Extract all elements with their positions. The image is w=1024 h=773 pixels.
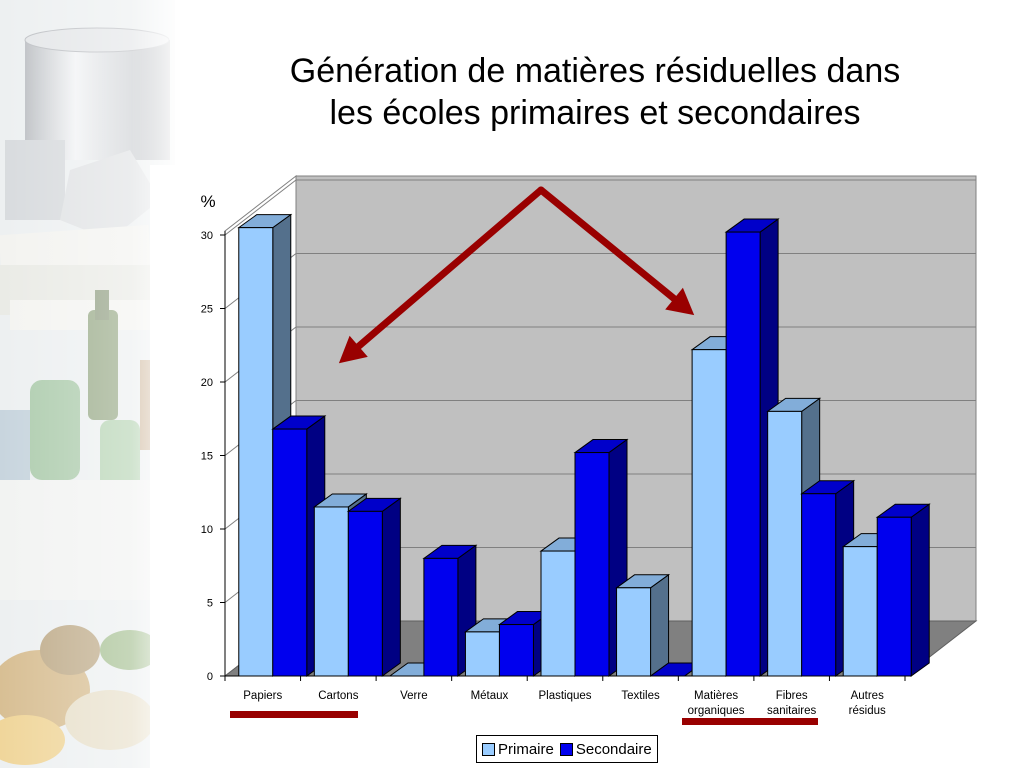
bar-primaire-8	[842, 546, 878, 677]
x-category-label: Verre	[400, 690, 428, 702]
x-category-label: Plastiques	[538, 690, 591, 702]
gridline-side	[224, 179, 297, 236]
bar-secondaire-0	[272, 428, 308, 677]
bar-secondaire-2	[423, 557, 459, 677]
y-tick-label: 5	[207, 598, 213, 610]
bar-primaire-7	[767, 410, 803, 677]
x-category-label: Cartons	[318, 690, 359, 702]
legend-item-primaire: Primaire	[482, 741, 554, 758]
bar-secondaire-8	[876, 516, 912, 677]
legend-swatch-secondaire	[559, 742, 573, 756]
x-category-label: Papiers	[243, 690, 282, 702]
x-category-label: Métaux	[471, 690, 509, 702]
side-decorative-collage	[0, 0, 175, 768]
y-tick-label: 0	[207, 671, 213, 683]
bar-primaire-3	[464, 631, 500, 677]
arrow-left-head	[338, 335, 368, 364]
arrow-left-shaft	[341, 186, 545, 362]
x-category-label: Fibres	[776, 690, 808, 702]
bar-secondaire-8-side	[910, 503, 930, 677]
bar-primaire-5	[616, 587, 652, 677]
x-category-label: sanitaires	[767, 705, 816, 717]
title-line-2: les écoles primaires et secondaires	[329, 94, 861, 132]
y-tick-label: 25	[201, 304, 213, 316]
x-category-label: Matières	[694, 690, 738, 702]
bar-primaire-0	[238, 227, 274, 677]
y-unit-label: %	[200, 192, 215, 211]
highlight-underline-left	[230, 711, 358, 718]
y-tick-label: 15	[201, 451, 213, 463]
bar-secondaire-4	[574, 452, 610, 677]
highlight-underline-right	[682, 718, 818, 725]
legend-item-secondaire: Secondaire	[559, 740, 652, 758]
x-category-label: résidus	[849, 705, 886, 717]
bar-primaire-6	[691, 349, 727, 677]
bar-secondaire-3	[498, 624, 534, 677]
x-category-label: Textiles	[621, 690, 660, 702]
y-tick-label: 10	[201, 524, 213, 536]
bar-primaire-1	[313, 506, 349, 677]
bar-primaire-4	[540, 550, 576, 677]
y-tick-label: 30	[201, 230, 213, 242]
legend-label-secondaire: Secondaire	[575, 740, 652, 758]
bar-secondaire-1-side	[381, 497, 401, 677]
bar-secondaire-7	[801, 493, 837, 677]
title-line-1: Génération de matières résiduelles dans	[289, 52, 901, 90]
legend-swatch-primaire	[482, 742, 495, 756]
legend-label-primaire: Primaire	[498, 740, 554, 758]
bar-secondaire-6	[725, 231, 761, 677]
bar-primaire-5-side	[650, 573, 670, 677]
arrow-right-shaft	[537, 186, 692, 314]
y-tick-label: 20	[201, 377, 213, 389]
x-category-label: Autres	[851, 690, 884, 702]
bar-secondaire-1	[347, 510, 383, 677]
x-category-label: organiques	[688, 705, 745, 717]
arrow-right-head	[665, 287, 695, 316]
chart-legend: Primaire Secondaire	[476, 735, 658, 763]
slide-title: Génération de matières résiduelles dans …	[200, 50, 990, 134]
